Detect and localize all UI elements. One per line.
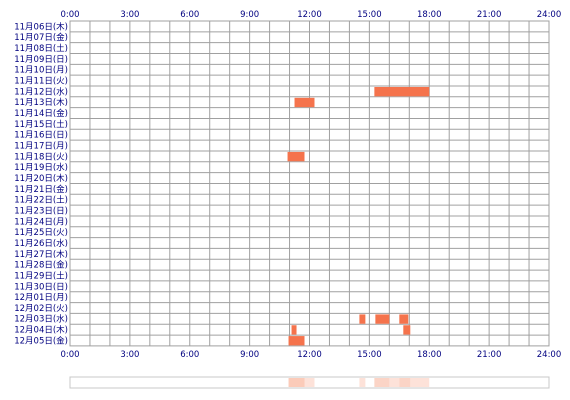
row-label: 12月04日(木) xyxy=(14,325,68,336)
row-label: 11月23日(日) xyxy=(14,206,68,216)
row-label: 12月01日(月) xyxy=(14,293,68,303)
row-label: 11月27日(木) xyxy=(14,249,68,260)
summary-segment xyxy=(304,378,315,387)
row-label: 11月12日(水) xyxy=(14,86,68,97)
x-tick-label-top: 21:00 xyxy=(477,10,502,20)
activity-bar xyxy=(359,314,366,324)
activity-bar xyxy=(291,325,297,335)
x-tick-label-bottom: 9:00 xyxy=(240,350,259,360)
row-label: 11月14日(金) xyxy=(14,108,68,119)
activity-bar xyxy=(399,314,409,324)
row-label: 11月17日(月) xyxy=(14,141,68,151)
row-label: 11月07日(金) xyxy=(14,32,68,43)
x-axis-bottom: 0:00 3:00 6:00 9:00 12:00 15:00 18:00 21:00 24:0… xyxy=(60,350,561,360)
x-tick-label-top: 6:00 xyxy=(180,10,199,20)
activity-bar xyxy=(403,325,411,335)
row-label: 11月15日(土) xyxy=(14,119,68,130)
activity-bar xyxy=(288,336,305,346)
summary-segment xyxy=(359,378,366,387)
x-tick-label-bottom: 15:00 xyxy=(357,350,382,360)
x-tick-label-top: 12:00 xyxy=(297,10,322,20)
x-tick-label-bottom: 12:00 xyxy=(297,350,322,360)
summary-strip xyxy=(69,376,550,389)
summary-strip-frame xyxy=(69,376,550,389)
x-tick-label-bottom: 0:00 xyxy=(60,350,79,360)
row-label: 11月30日(日) xyxy=(14,282,68,292)
row-label: 11月06日(木) xyxy=(14,21,68,32)
x-tick-label-bottom: 24:00 xyxy=(537,350,562,360)
x-tick-label-bottom: 6:00 xyxy=(180,350,199,360)
row-label: 11月25日(火) xyxy=(14,228,68,238)
summary-segment xyxy=(410,378,430,387)
row-label: 12月05日(金) xyxy=(14,335,68,346)
x-tick-label-top: 3:00 xyxy=(120,10,139,20)
activity-bar xyxy=(294,97,315,108)
activity-bar xyxy=(374,86,430,97)
x-tick-label-top: 18:00 xyxy=(417,10,442,20)
row-label: 11月10日(月) xyxy=(14,66,68,76)
row-label: 11月09日(日) xyxy=(14,55,68,65)
activity-bar xyxy=(287,151,305,162)
x-tick-label-top: 9:00 xyxy=(240,10,259,20)
y-axis-labels: 11月06日(木)11月07日(金)11月08日(土)11月09日(日)11月1… xyxy=(14,21,68,346)
row-label: 11月20日(木) xyxy=(14,173,68,184)
summary-segment xyxy=(399,378,411,387)
row-label: 11月26日(水) xyxy=(14,238,68,249)
activity-bar xyxy=(375,314,390,324)
row-label: 11月13日(木) xyxy=(14,97,68,108)
row-label: 11月11日(火) xyxy=(14,76,68,86)
x-tick-label-bottom: 21:00 xyxy=(477,350,502,360)
x-tick-label-top: 24:00 xyxy=(537,10,562,20)
row-label: 11月24日(月) xyxy=(14,217,68,227)
x-axis-top: 0:00 3:00 6:00 9:00 12:00 15:00 18:00 21:00 24:0… xyxy=(60,10,561,20)
x-tick-label-top: 0:00 xyxy=(60,10,79,20)
row-label: 11月21日(金) xyxy=(14,184,68,195)
plot-grid xyxy=(69,20,550,347)
row-label: 11月28日(金) xyxy=(14,260,68,271)
summary-segment xyxy=(389,378,400,387)
row-label: 11月22日(土) xyxy=(14,195,68,206)
row-label: 12月03日(水) xyxy=(14,314,68,325)
activity-bars xyxy=(287,86,430,346)
x-tick-label-top: 15:00 xyxy=(357,10,382,20)
row-label: 11月19日(水) xyxy=(14,162,68,173)
x-tick-label-bottom: 3:00 xyxy=(120,350,139,360)
summary-segment xyxy=(288,378,305,387)
row-label: 11月18日(火) xyxy=(14,152,68,162)
x-tick-label-bottom: 18:00 xyxy=(417,350,442,360)
summary-segment xyxy=(374,378,390,387)
row-label: 11月29日(土) xyxy=(14,270,68,281)
row-label: 12月02日(火) xyxy=(14,304,68,314)
row-label: 11月16日(日) xyxy=(14,131,68,141)
row-label: 11月08日(土) xyxy=(14,43,68,54)
